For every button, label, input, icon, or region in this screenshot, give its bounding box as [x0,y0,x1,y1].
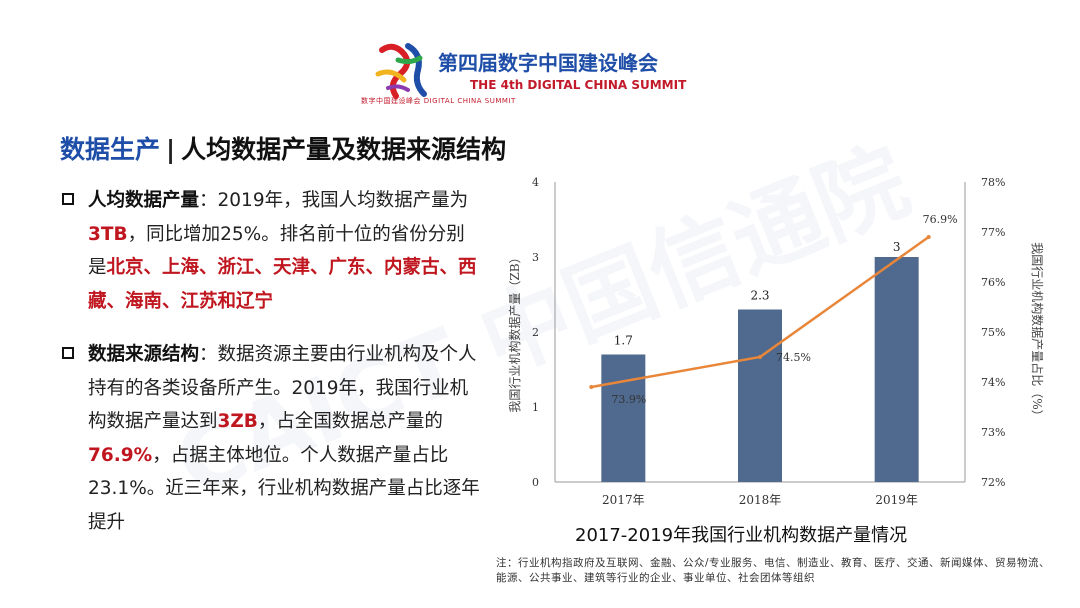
bullet-text: ，同比增加25%。排名前十位的省份分别是 [88,223,465,279]
summit-name-en: THE 4th DIGITAL CHINA SUMMIT [470,78,687,92]
square-bullet-icon [62,347,74,359]
y-axis-title: 我国行业机构数据产量（ZB） [507,251,522,412]
summit-name-cn: 第四届数字中国建设峰会 [438,51,658,75]
bullet-per-capita: 人均数据产量：2019年，我国人均数据产量为 3TB，同比增加25%。排名前十位的… [62,184,482,318]
highlight-share: 76.9% [88,444,153,466]
line-point [926,235,931,239]
bar-data-label: 3 [893,240,901,254]
bullet-list: 人均数据产量：2019年，我国人均数据产量为 3TB，同比增加25%。排名前十位的… [62,184,482,559]
bullet-text: ：数据资源主要由行业机构及个人持有的各类设备所产生。2019年，我国行业机构数据… [88,344,477,432]
x-tick-label: 2018年 [739,493,782,507]
x-tick-label: 2017年 [602,493,645,507]
bullet-text: ，占全国数据总产量的 [257,411,443,432]
chart-title: 2017-2019年我国行业机构数据产量情况 [575,525,908,546]
x-tick-label: 2019年 [875,493,918,507]
line-data-label: 76.9% [923,213,958,226]
logo-subtitle: 数字中国建设峰会 DIGITAL CHINA SUMMIT [361,97,516,105]
bullet-heading: 数据来源结构 [88,344,200,365]
bullet-text: ：2019年，我国人均数据产量为 [199,190,469,211]
bullet-source-structure: 数据来源结构：数据资源主要由行业机构及个人持有的各类设备所产生。2019年，我国… [62,338,482,539]
title-separator: | [166,135,176,164]
summit-logo [375,43,427,99]
bar-line-chart: 0 1 2 3 4 72% 73% 74% 75% 76% 77% 78% 1.7 2.3 3 73.9% 74… [507,176,1045,507]
highlight-provinces: 北京、上海、浙江、天津、广东、内蒙古、西藏、海南、江苏和辽宁 [88,257,477,312]
bar-data-label: 1.7 [614,334,633,348]
bullet-heading: 人均数据产量 [88,190,200,211]
y-tick-label: 3 [532,251,539,264]
y2-tick-label: 76% [981,276,1005,289]
summit-header: 数字中国建设峰会 DIGITAL CHINA SUMMIT 第四届数字中国建设峰… [0,0,1080,120]
bar [738,309,782,482]
bar-data-label: 2.3 [750,289,769,303]
y-tick-label: 2 [532,326,539,339]
bullet-text: ，占据主体地位。个人数据产量占比23.1%。近三年来，行业机构数据产量占比逐年提… [88,444,480,533]
y2-tick-label: 78% [981,176,1005,189]
y2-tick-label: 72% [981,476,1005,489]
bar [874,257,919,482]
title-prefix: 数据生产 [60,135,161,164]
y-tick-label: 1 [532,401,539,414]
chart-footnote: 注：行业机构指政府及互联网、金融、公众/专业服务、电信、制造业、教育、医疗、交通… [496,557,1051,584]
y2-tick-label: 73% [981,426,1005,439]
line-data-label: 73.9% [611,393,646,406]
highlight-value: 3ZB [217,411,258,432]
y2-tick-label: 75% [981,326,1005,339]
y-tick-label: 0 [532,476,539,489]
y2-axis-title: 我国行业机构数据产量占比（%） [1030,242,1045,421]
y2-tick-label: 77% [981,226,1005,239]
title-main: 人均数据产量及数据来源结构 [181,135,507,164]
line-data-label: 74.5% [776,351,811,364]
y-tick-label: 4 [532,176,539,189]
line-point [589,385,594,389]
line-point [758,355,762,359]
square-bullet-icon [62,193,74,205]
y2-tick-label: 74% [981,376,1005,389]
bar [601,354,646,482]
highlight-value: 3TB [88,223,128,245]
slide-title: 数据生产 | 人均数据产量及数据来源结构 [60,130,506,166]
